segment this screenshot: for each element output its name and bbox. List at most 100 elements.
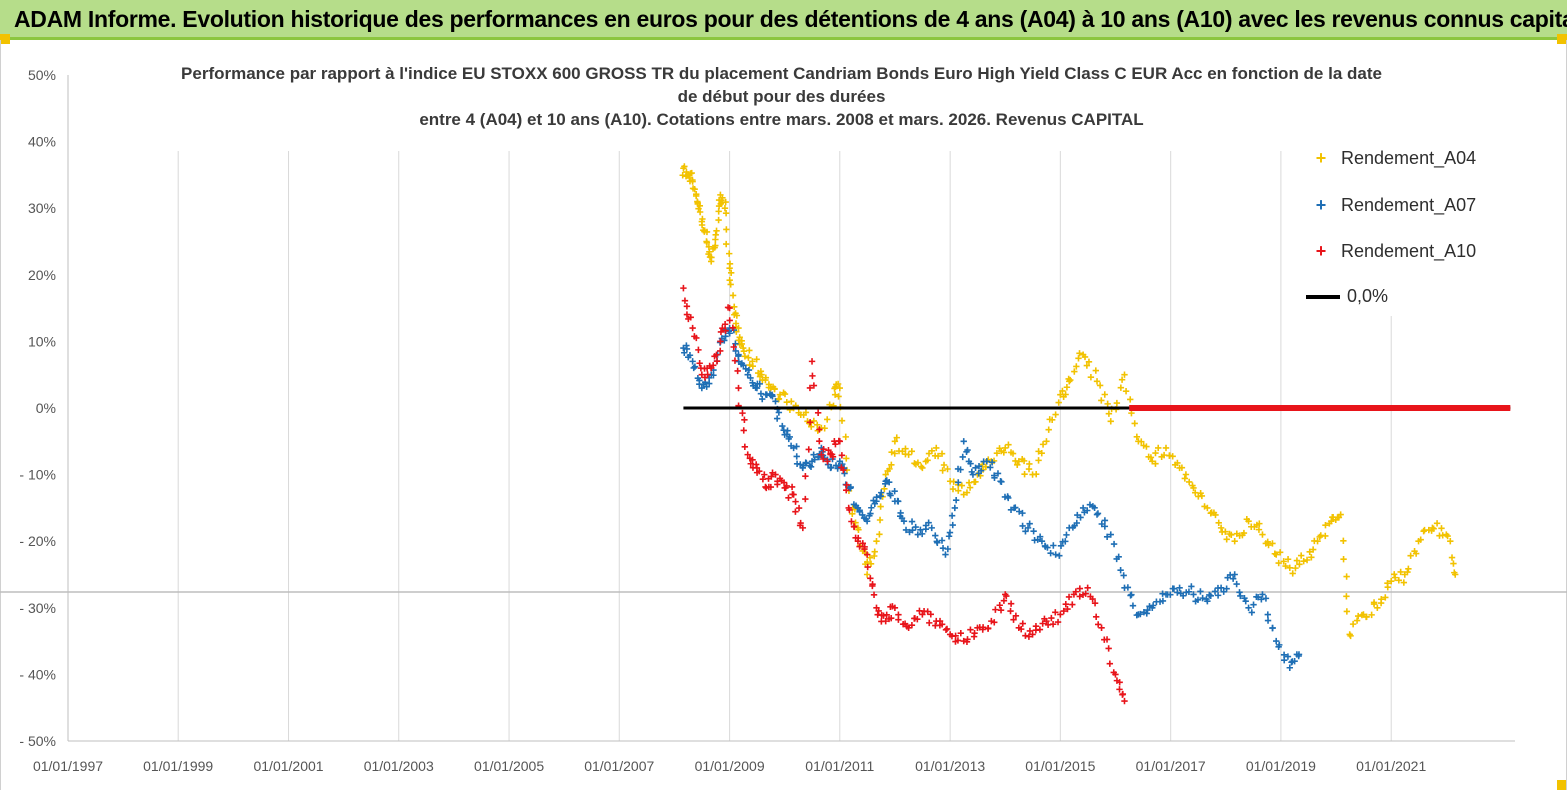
data-point — [1062, 600, 1069, 608]
data-point — [838, 452, 846, 459]
data-point — [814, 409, 822, 417]
data-point — [1012, 504, 1019, 511]
data-point — [1214, 592, 1222, 599]
data-point — [1255, 526, 1263, 533]
data-point — [1185, 478, 1193, 486]
data-point — [829, 453, 837, 461]
data-point — [759, 475, 767, 483]
series-a07 — [680, 324, 1303, 671]
data-point — [1121, 371, 1128, 378]
data-point — [852, 519, 859, 526]
data-point — [1207, 592, 1214, 599]
data-point — [1147, 454, 1155, 461]
data-point — [783, 482, 790, 490]
data-point — [1128, 409, 1135, 417]
data-point — [693, 334, 700, 342]
data-point — [1124, 584, 1132, 591]
data-point — [1007, 600, 1015, 607]
data-point — [1174, 589, 1181, 596]
data-point — [1074, 511, 1081, 519]
data-point — [726, 276, 733, 284]
data-point — [823, 416, 831, 423]
data-point — [741, 443, 749, 450]
data-point — [753, 356, 760, 363]
data-point — [1328, 518, 1335, 525]
data-point — [891, 604, 899, 611]
data-point — [1223, 536, 1230, 543]
data-point — [726, 250, 733, 257]
data-point — [949, 521, 956, 529]
data-point — [869, 582, 876, 590]
data-point — [1026, 520, 1033, 527]
data-point — [1133, 433, 1141, 440]
data-point — [727, 269, 735, 276]
data-point — [761, 471, 768, 478]
data-point — [1101, 391, 1108, 398]
data-point — [1447, 537, 1454, 545]
legend-label: Rendement_A04 — [1341, 148, 1477, 168]
data-point — [735, 384, 742, 392]
data-point — [746, 347, 753, 354]
data-point — [747, 460, 754, 467]
data-point — [1115, 553, 1122, 561]
data-point — [1190, 484, 1197, 492]
data-point — [957, 466, 964, 473]
legend-label: 0,0% — [1347, 286, 1389, 306]
data-point — [768, 473, 775, 480]
data-point — [887, 492, 894, 499]
data-point — [1231, 571, 1238, 578]
data-point — [831, 391, 839, 398]
data-point — [1003, 592, 1010, 600]
data-point — [964, 636, 971, 643]
y-tick-label: 30% — [28, 200, 56, 216]
data-point — [741, 416, 748, 424]
data-point — [893, 434, 900, 441]
data-point — [1395, 577, 1403, 584]
data-point — [972, 478, 979, 486]
data-point — [1166, 452, 1173, 459]
data-point — [680, 284, 687, 292]
data-point — [1052, 609, 1059, 616]
data-point — [839, 460, 846, 468]
data-point — [749, 379, 756, 386]
data-point — [1176, 584, 1183, 592]
data-point — [1009, 450, 1017, 457]
data-point — [882, 471, 889, 478]
data-point — [1103, 636, 1111, 643]
data-point — [919, 464, 926, 472]
data-point — [729, 324, 737, 331]
data-point — [730, 343, 737, 351]
data-point — [740, 362, 747, 369]
data-point — [732, 347, 739, 355]
data-point — [983, 458, 991, 465]
chart-title-line-2: de début pour des durées — [677, 87, 886, 106]
data-point — [1192, 489, 1199, 496]
data-point — [1036, 533, 1044, 540]
data-point — [695, 346, 702, 354]
data-point — [713, 227, 720, 235]
data-point — [1343, 593, 1350, 600]
data-point — [721, 337, 728, 344]
data-point — [952, 632, 959, 639]
data-point — [1314, 538, 1321, 545]
data-point — [994, 470, 1002, 477]
data-point — [1019, 620, 1026, 627]
data-point — [967, 626, 974, 633]
data-point — [949, 485, 957, 493]
data-point — [779, 422, 786, 430]
data-point — [1076, 593, 1083, 600]
data-point — [803, 460, 810, 467]
data-point — [1231, 538, 1238, 545]
data-point — [733, 312, 741, 319]
data-point — [805, 446, 812, 453]
data-point — [1026, 627, 1034, 635]
data-point — [835, 393, 842, 400]
data-point — [745, 354, 752, 361]
data-point — [966, 484, 974, 491]
data-point — [895, 498, 902, 505]
data-point — [1104, 400, 1111, 408]
data-point — [1044, 544, 1051, 551]
data-point — [696, 377, 703, 384]
corner-marker-bottom-right — [1557, 780, 1567, 790]
data-point — [887, 615, 895, 622]
